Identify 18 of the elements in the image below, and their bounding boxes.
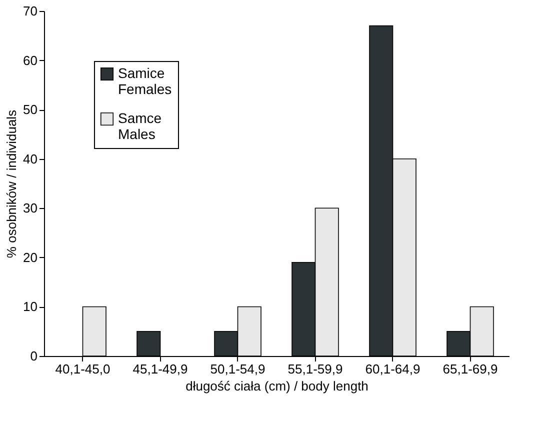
y-tick-label: 60 xyxy=(23,52,38,68)
x-tick-label: 50,1-54,9 xyxy=(210,362,266,376)
legend-label: Samice Females xyxy=(118,65,172,97)
x-axis-title: długość ciała (cm) / body length xyxy=(186,378,368,394)
y-tick-label: 0 xyxy=(30,348,38,364)
x-tick-label: 65,1-69,9 xyxy=(442,362,498,376)
x-tick-label: 55,1-59,9 xyxy=(288,362,343,376)
x-tick-label: 45,1-49,9 xyxy=(132,362,188,376)
x-tick-label: 60,1-64,9 xyxy=(365,362,420,376)
y-tick-label: 30 xyxy=(23,200,38,216)
y-axis-title: % osobników / individuals xyxy=(4,109,20,258)
y-tick-label: 40 xyxy=(23,151,38,166)
y-tick-label: 50 xyxy=(23,102,38,118)
legend-label: Samce Males xyxy=(118,110,162,142)
y-tick-label: 10 xyxy=(23,299,38,314)
y-tick-label: 70 xyxy=(23,4,38,18)
x-tick-label: 40,1-45,0 xyxy=(55,362,110,376)
y-tick-label: 20 xyxy=(23,250,38,265)
